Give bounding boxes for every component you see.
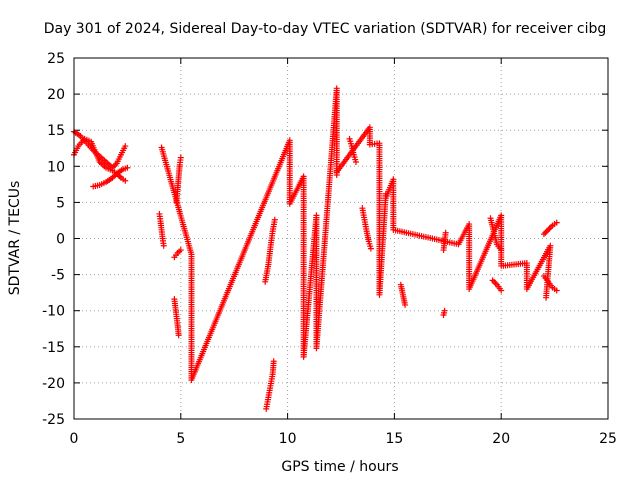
x-axis-ticks: 0 5 10 15 20 25 xyxy=(70,58,617,447)
y-tick-label: -10 xyxy=(42,304,65,320)
data-point xyxy=(177,154,184,161)
data-point xyxy=(175,332,182,339)
y-tick-label: -15 xyxy=(42,340,65,356)
data-point xyxy=(553,287,560,294)
y-tick-label: 0 xyxy=(56,232,65,248)
plot-frame xyxy=(73,57,609,420)
data-point xyxy=(498,287,505,294)
x-tick-label: 15 xyxy=(385,431,403,447)
y-tick-label: -25 xyxy=(42,412,65,428)
data-point xyxy=(352,158,359,165)
chart-title: Day 301 of 2024, Sidereal Day-to-day VTE… xyxy=(44,21,607,37)
x-tick-label: 5 xyxy=(176,431,185,447)
y-tick-label: 15 xyxy=(47,123,65,139)
y-tick-label: -20 xyxy=(42,376,65,392)
data-point xyxy=(553,219,560,226)
x-tick-label: 20 xyxy=(492,431,510,447)
data-point xyxy=(441,307,448,314)
y-tick-label: -5 xyxy=(51,268,65,284)
data-point xyxy=(543,294,550,301)
data-point xyxy=(160,242,167,249)
y-axis-ticks: -25 -20 -15 -10 -5 0 5 10 15 20 25 xyxy=(42,51,608,428)
data-point xyxy=(270,358,277,365)
data-points xyxy=(71,85,560,412)
data-point xyxy=(122,143,129,150)
data-point xyxy=(442,229,449,236)
data-point xyxy=(367,245,374,252)
grid-lines xyxy=(74,58,608,419)
y-tick-label: 5 xyxy=(56,195,65,211)
x-tick-label: 10 xyxy=(279,431,297,447)
x-axis-label: GPS time / hours xyxy=(281,459,398,475)
x-tick-label: 25 xyxy=(599,431,617,447)
data-point xyxy=(124,164,131,171)
y-tick-label: 20 xyxy=(47,87,65,103)
y-tick-label: 25 xyxy=(47,51,65,67)
data-point xyxy=(402,301,409,308)
data-point xyxy=(122,177,129,184)
data-point xyxy=(271,216,278,223)
y-tick-label: 10 xyxy=(47,159,65,175)
data-point xyxy=(177,247,184,254)
y-axis-label: SDTVAR / TECUs xyxy=(7,181,23,296)
x-tick-label: 0 xyxy=(70,431,79,447)
